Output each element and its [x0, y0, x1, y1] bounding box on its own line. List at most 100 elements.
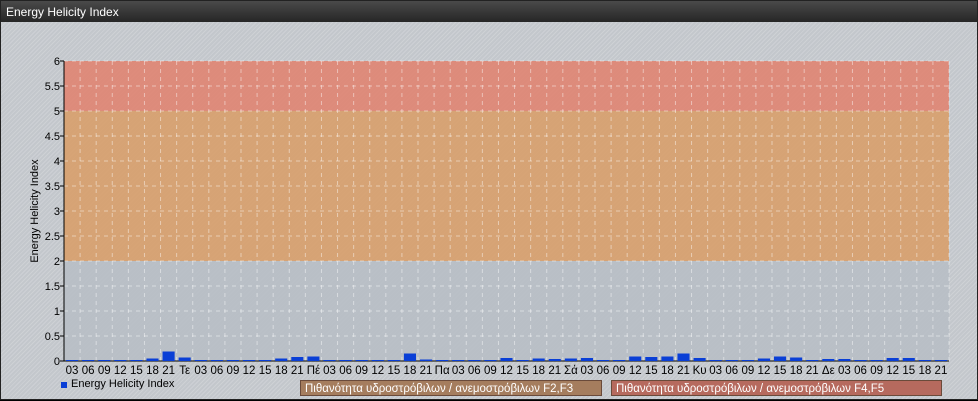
window-title: Energy Helicity Index [1, 1, 977, 22]
legend-band-f2f3: Πιθανότητα υδροστρόβιλων / ανεμοστρόβιλω… [300, 380, 602, 396]
y-tick-label: 4.5 [45, 131, 60, 143]
bar [162, 351, 175, 361]
bar [66, 360, 79, 361]
x-tick-label: 06 [468, 365, 481, 377]
bar [420, 359, 433, 361]
x-tick-label: 21 [420, 365, 433, 377]
x-tick-label: 18 [404, 365, 417, 377]
x-tick-label: Σά [564, 365, 578, 377]
bar [275, 358, 288, 361]
bar [355, 360, 368, 361]
x-tick-label: 18 [146, 365, 159, 377]
band-0 [64, 261, 949, 361]
y-tick-label: 6 [54, 56, 60, 68]
x-tick-label: 03 [581, 365, 594, 377]
bar [886, 358, 899, 361]
x-tick-label: 09 [355, 365, 368, 377]
x-tick-label: 03 [323, 365, 336, 377]
bar [629, 356, 642, 361]
y-axis-title: Energy Helicity Index [29, 159, 41, 263]
y-tick-label: 3 [54, 206, 60, 218]
bar [436, 360, 449, 361]
y-tick-label: 3.5 [45, 181, 60, 193]
x-tick-label: 09 [227, 365, 240, 377]
bar [210, 360, 223, 361]
bar [371, 360, 384, 361]
bar [597, 360, 610, 361]
bar [757, 358, 770, 361]
bar [500, 358, 513, 361]
bar [82, 360, 95, 361]
bar [403, 353, 416, 361]
x-tick-label: 15 [774, 365, 787, 377]
bar [146, 358, 159, 361]
band-2 [64, 61, 949, 111]
y-tick-label: 0 [54, 356, 60, 368]
x-tick-label: 12 [114, 365, 127, 377]
bar [838, 359, 851, 361]
legend-swatch [61, 382, 67, 388]
x-tick-label: 09 [613, 365, 626, 377]
x-tick-label: 18 [275, 365, 288, 377]
y-tick-label: 1 [54, 306, 60, 318]
x-tick-label: 21 [806, 365, 819, 377]
x-tick-label: 03 [838, 365, 851, 377]
x-tick-label: 09 [484, 365, 497, 377]
bar [259, 360, 272, 361]
bar [870, 360, 883, 361]
bar [226, 360, 239, 361]
x-tick-label: 03 [709, 365, 722, 377]
bar [790, 357, 803, 361]
y-tick-label: 5.5 [45, 81, 60, 93]
y-tick-label: 5 [54, 106, 60, 118]
x-tick-label: 15 [902, 365, 915, 377]
x-tick-label: 15 [130, 365, 143, 377]
bar [532, 358, 545, 361]
bar [661, 356, 674, 361]
x-tick-label: 09 [870, 365, 883, 377]
x-tick-label: 15 [259, 365, 272, 377]
x-tick-label: 18 [661, 365, 674, 377]
x-tick-label: Δε [822, 365, 835, 377]
x-tick-label: 03 [194, 365, 207, 377]
bar [645, 357, 658, 361]
x-tick-label: 03 [452, 365, 465, 377]
x-tick-label: 18 [918, 365, 931, 377]
bar [934, 360, 947, 361]
y-tick-label: 0.5 [45, 331, 60, 343]
x-tick-label: 12 [886, 365, 899, 377]
bar [194, 360, 207, 361]
x-tick-label: 15 [645, 365, 658, 377]
x-tick-label: 21 [291, 365, 304, 377]
bar [323, 360, 336, 361]
x-tick-label: 12 [371, 365, 384, 377]
x-tick-label: 09 [741, 365, 754, 377]
bar [307, 356, 320, 361]
x-tick-label: 12 [243, 365, 256, 377]
bar [387, 360, 400, 361]
bar [178, 357, 191, 361]
bar [548, 359, 561, 361]
bar [902, 358, 915, 361]
bar [114, 360, 127, 361]
y-tick-label: 2.5 [45, 231, 60, 243]
bar [693, 358, 706, 361]
bar [677, 353, 690, 361]
y-tick-label: 1.5 [45, 281, 60, 293]
x-tick-label: 06 [82, 365, 95, 377]
x-tick-label: 21 [548, 365, 561, 377]
x-tick-label: 06 [725, 365, 738, 377]
bar [725, 360, 738, 361]
bar [484, 360, 497, 361]
x-tick-label: Πα [435, 365, 450, 377]
x-tick-label: 15 [516, 365, 529, 377]
bar [98, 360, 111, 361]
bar [339, 360, 352, 361]
x-tick-label: 06 [210, 365, 223, 377]
x-tick-label: 15 [387, 365, 400, 377]
bar [806, 360, 819, 361]
x-tick-label: 06 [339, 365, 352, 377]
x-tick-label: 12 [500, 365, 513, 377]
